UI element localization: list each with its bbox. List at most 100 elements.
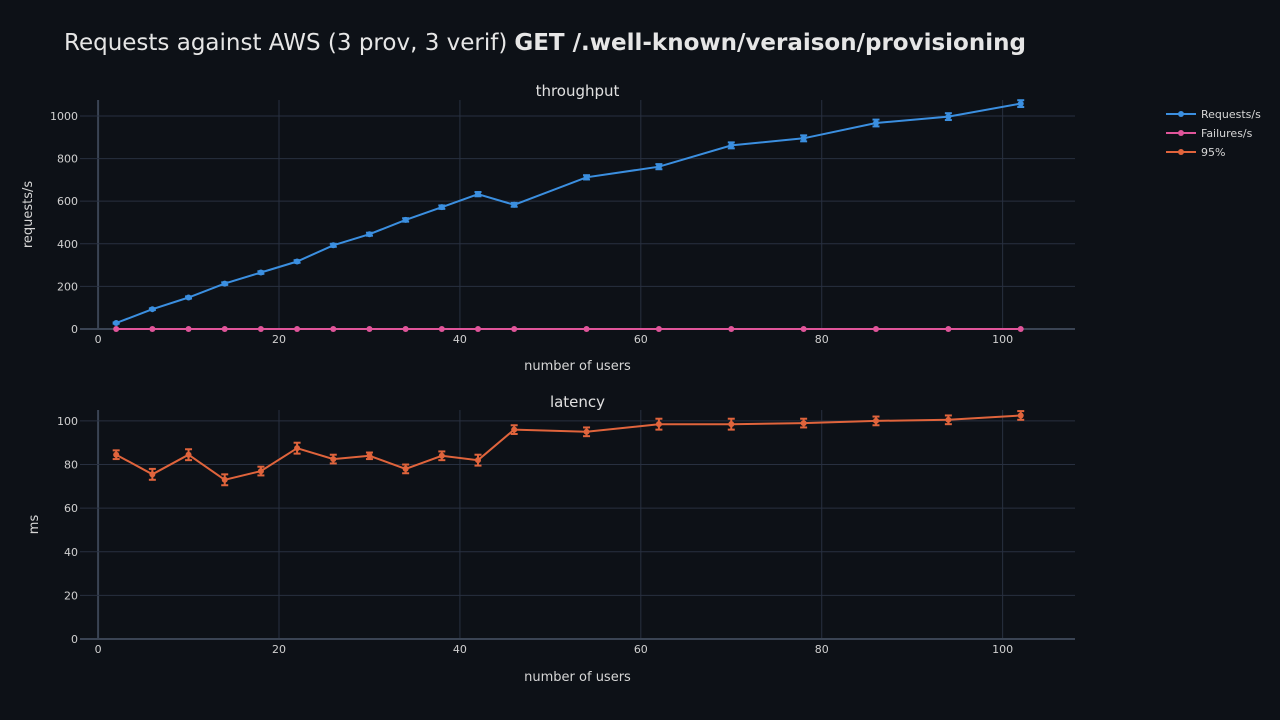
data-point[interactable]	[800, 326, 807, 332]
y-tick-label: 1000	[50, 110, 78, 123]
legend-item-failures-s[interactable]: Failures/s	[1166, 127, 1253, 140]
data-point[interactable]	[728, 421, 735, 428]
y-tick-label: 200	[57, 280, 78, 293]
x-tick-label: 100	[992, 333, 1013, 346]
data-point[interactable]	[366, 452, 373, 459]
x-tick-label: 100	[992, 643, 1013, 656]
data-point[interactable]	[873, 326, 879, 332]
data-point[interactable]	[800, 420, 807, 427]
data-point[interactable]	[294, 258, 301, 265]
series-line	[115, 102, 1021, 324]
data-point[interactable]	[438, 326, 445, 332]
data-point[interactable]	[475, 191, 481, 198]
data-point[interactable]	[257, 269, 264, 276]
subplot-title: latency	[550, 393, 605, 411]
data-point[interactable]	[221, 326, 228, 332]
data-point[interactable]	[511, 326, 518, 332]
x-tick-label: 60	[634, 333, 648, 346]
data-point[interactable]	[149, 471, 156, 478]
data-point[interactable]	[185, 326, 192, 332]
data-point[interactable]	[294, 445, 301, 452]
data-point[interactable]	[185, 451, 192, 458]
y-axis-label: requests/s	[21, 181, 36, 249]
data-point[interactable]	[149, 326, 156, 332]
data-point[interactable]	[366, 326, 373, 332]
x-axis-label: number of users	[524, 670, 631, 685]
data-point[interactable]	[583, 428, 590, 435]
data-point[interactable]	[330, 456, 337, 463]
x-tick-label: 20	[272, 333, 286, 346]
subplot-throughput: 0 20 40 60 80 10002004006008001000throughputn…	[21, 82, 1075, 374]
data-point[interactable]	[475, 457, 481, 464]
legend[interactable]: Requests/s Failures/s 95%	[1166, 108, 1261, 159]
data-point[interactable]	[945, 326, 952, 332]
x-tick-label: 20	[272, 643, 286, 656]
x-tick-label: 80	[815, 333, 829, 346]
y-tick-label: 400	[57, 238, 78, 251]
y-tick-label: 20	[64, 589, 78, 602]
data-point[interactable]	[728, 326, 735, 332]
legend-label: Failures/s	[1201, 127, 1253, 140]
data-point[interactable]	[655, 421, 662, 428]
data-point[interactable]	[511, 201, 518, 208]
data-point[interactable]	[945, 416, 952, 423]
y-tick-label: 0	[71, 323, 78, 336]
x-tick-label: 60	[634, 643, 648, 656]
y-tick-label: 800	[57, 153, 78, 166]
data-point[interactable]	[294, 326, 301, 332]
data-point[interactable]	[583, 174, 590, 181]
series-line	[115, 414, 1021, 481]
y-tick-label: 40	[64, 546, 78, 559]
series-failures-s	[113, 326, 1024, 332]
data-point[interactable]	[113, 326, 120, 332]
legend-item-95pct[interactable]: 95%	[1166, 146, 1225, 159]
y-tick-label: 80	[64, 459, 78, 472]
data-point[interactable]	[945, 113, 952, 120]
data-point[interactable]	[257, 326, 264, 332]
data-point[interactable]	[655, 163, 662, 170]
data-point[interactable]	[221, 476, 228, 483]
data-point[interactable]	[511, 426, 518, 433]
data-point[interactable]	[1017, 100, 1024, 107]
data-point[interactable]	[221, 280, 228, 287]
data-point[interactable]	[330, 326, 337, 332]
data-point[interactable]	[402, 465, 409, 472]
x-tick-label: 80	[815, 643, 829, 656]
x-tick-label: 0	[95, 333, 102, 346]
plot-area: 0 20 40 60 80 10002004006008001000throughputn…	[21, 82, 1075, 685]
legend-label: Requests/s	[1201, 108, 1261, 121]
data-point[interactable]	[330, 242, 337, 249]
y-tick-label: 100	[57, 415, 78, 428]
chart-title: Requests against AWS (3 prov, 3 verif) GE…	[64, 30, 1026, 56]
data-point[interactable]	[366, 231, 373, 238]
data-point[interactable]	[438, 452, 445, 459]
data-point[interactable]	[800, 135, 807, 142]
data-point[interactable]	[475, 326, 481, 332]
data-point[interactable]	[257, 468, 264, 475]
data-point[interactable]	[402, 216, 409, 223]
data-point[interactable]	[113, 451, 120, 458]
data-point[interactable]	[113, 320, 120, 327]
data-point[interactable]	[149, 306, 156, 313]
y-axis-label: ms	[27, 515, 42, 535]
data-point[interactable]	[728, 142, 735, 149]
series-95pct	[112, 410, 1025, 487]
data-point[interactable]	[1017, 412, 1024, 419]
subplot-title: throughput	[536, 82, 620, 100]
subplot-latency: 0 20 40 60 80 100 0 20 40 60 80 100 latency number of…	[27, 393, 1075, 685]
data-point[interactable]	[655, 326, 662, 332]
data-point[interactable]	[438, 204, 445, 211]
x-axis-label: number of users	[524, 359, 631, 374]
data-point[interactable]	[1017, 326, 1024, 332]
data-point[interactable]	[583, 326, 590, 332]
data-point[interactable]	[402, 326, 409, 332]
data-point[interactable]	[873, 417, 879, 424]
data-point[interactable]	[873, 120, 879, 127]
legend-swatch-marker	[1178, 149, 1184, 155]
legend-swatch-marker	[1178, 130, 1184, 136]
x-tick-label: 40	[453, 333, 467, 346]
legend-item-requests-s[interactable]: Requests/s	[1166, 108, 1261, 121]
legend-label: 95%	[1201, 146, 1225, 159]
data-point[interactable]	[185, 294, 192, 301]
